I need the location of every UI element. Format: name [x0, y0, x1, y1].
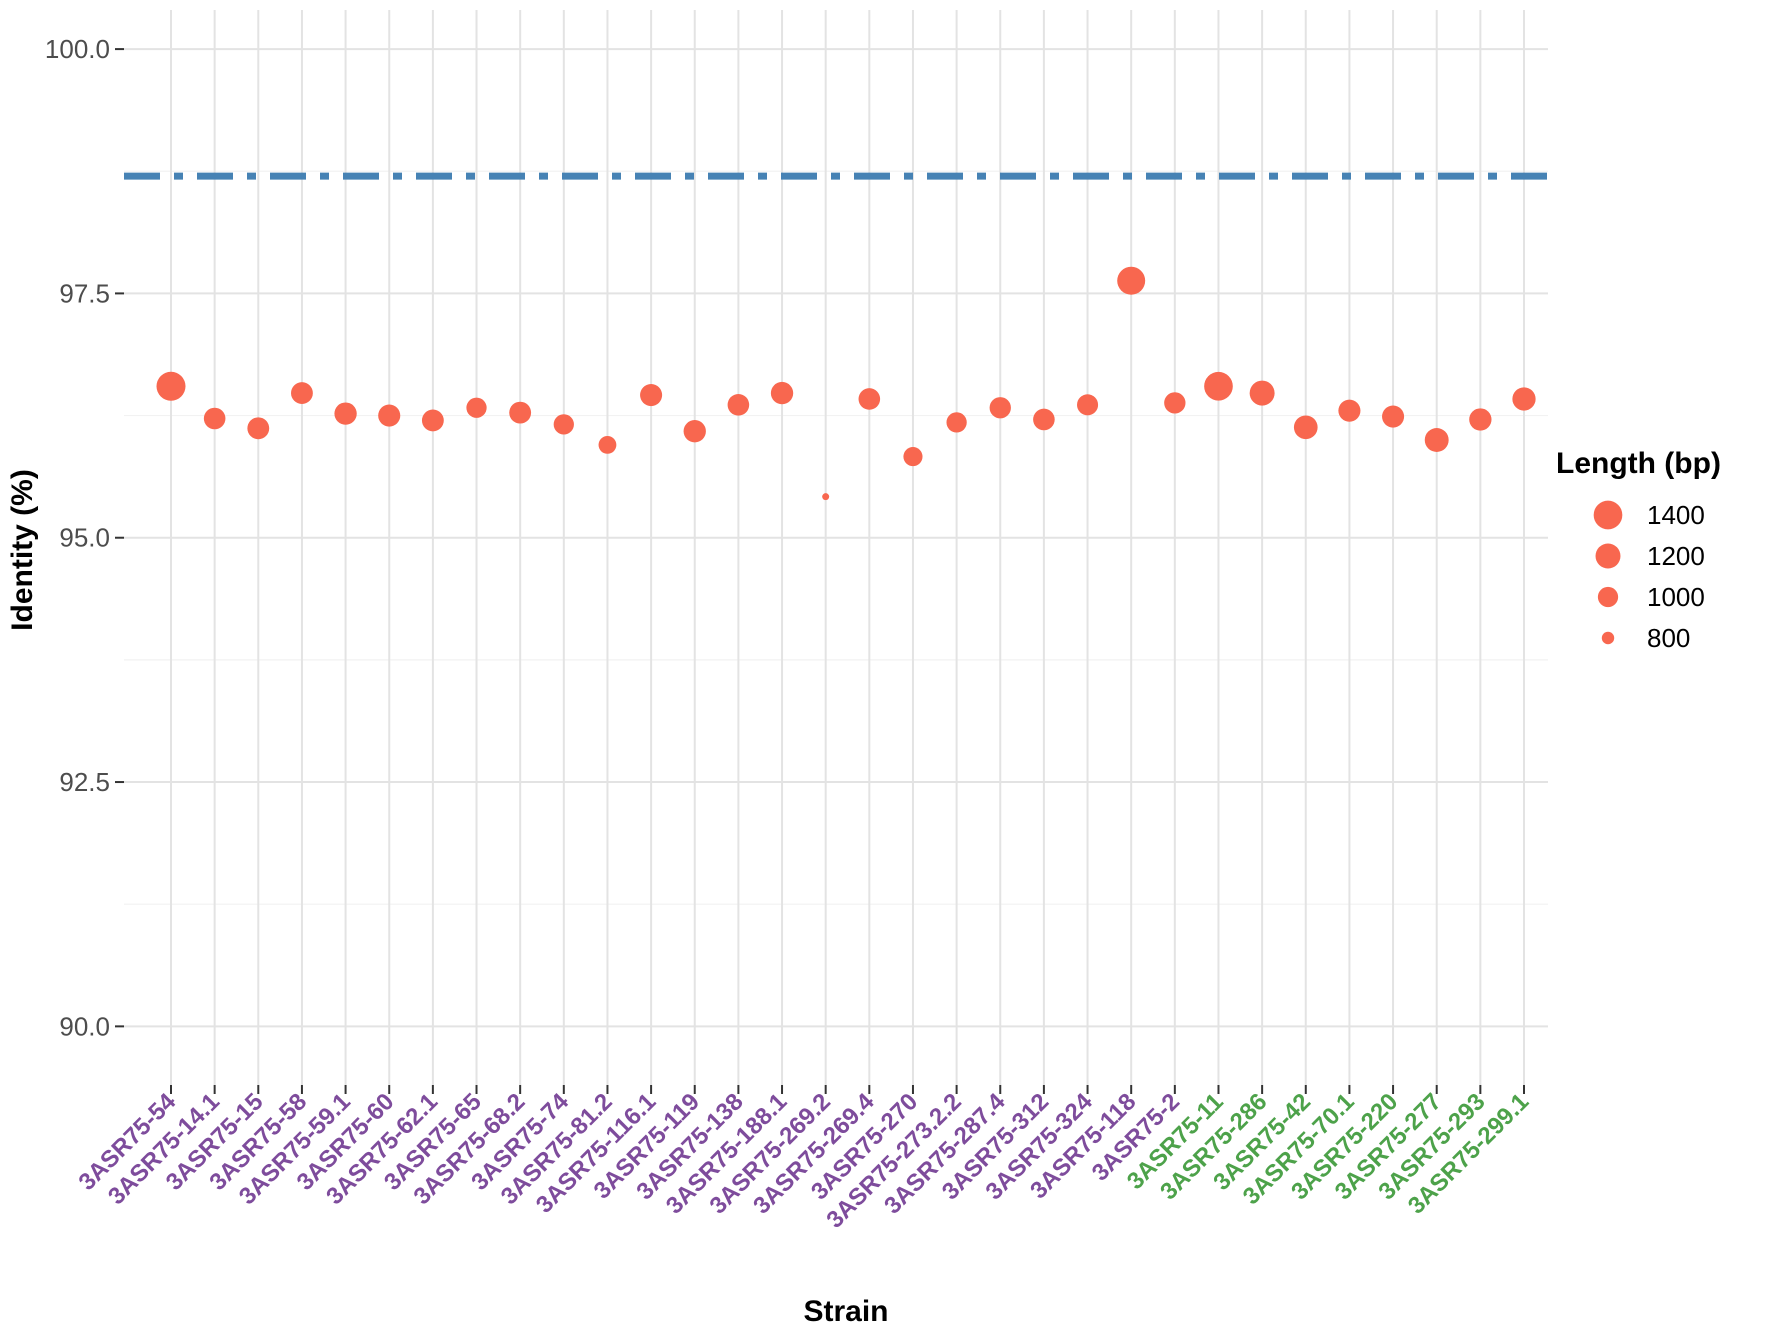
data-point — [858, 388, 881, 410]
data-point — [1033, 408, 1055, 431]
data-point — [1469, 408, 1492, 431]
legend-label: 1200 — [1647, 541, 1705, 571]
x-axis-title: Strain — [803, 1295, 888, 1328]
y-axis-title: Identity (%) — [6, 469, 39, 631]
data-point — [1117, 266, 1146, 295]
data-point — [1249, 380, 1275, 406]
data-point — [156, 371, 186, 401]
data-point — [1338, 399, 1361, 422]
data-point — [822, 493, 830, 501]
legend-label: 800 — [1647, 623, 1690, 653]
data-point — [247, 417, 270, 440]
data-point — [1512, 387, 1536, 411]
grid — [124, 10, 1548, 1085]
data-point — [334, 402, 357, 425]
data-point — [421, 409, 444, 432]
data-point — [203, 407, 226, 430]
data-point — [598, 435, 617, 454]
data-point — [1077, 394, 1099, 416]
legend-key — [1593, 500, 1623, 530]
data-point — [946, 412, 967, 433]
data-point — [291, 382, 313, 405]
data-point — [683, 420, 706, 443]
legend-key — [1601, 631, 1615, 645]
y-tick-label: 92.5 — [59, 767, 110, 797]
y-tick-label: 90.0 — [59, 1011, 110, 1041]
x-axis: 3ASR75-543ASR75-14.13ASR75-153ASR75-583A… — [73, 1085, 1534, 1234]
data-point — [1204, 371, 1233, 401]
data-point — [1164, 392, 1186, 414]
data-point — [640, 384, 663, 407]
y-axis: 90.0 92.5 95.0 97.5 100.0 — [45, 34, 124, 1041]
data-point — [989, 397, 1011, 419]
data-point — [378, 404, 401, 427]
data-point — [553, 414, 574, 435]
legend-label: 1000 — [1647, 582, 1705, 612]
data-point — [1424, 428, 1449, 452]
legend-label: 1400 — [1647, 500, 1705, 530]
size-legend: Length (bp) 1400 1200 1000 800 — [1556, 447, 1721, 653]
data-point — [903, 447, 923, 467]
data-point — [1382, 405, 1405, 428]
y-tick-label: 97.5 — [59, 278, 110, 308]
legend-key — [1595, 543, 1621, 569]
data-point — [509, 401, 532, 424]
y-tick-label: 100.0 — [45, 34, 110, 64]
legend-title: Length (bp) — [1556, 447, 1721, 480]
y-tick-label: 95.0 — [59, 523, 110, 553]
data-point — [466, 397, 487, 418]
points — [156, 266, 1536, 501]
data-point — [727, 394, 750, 416]
data-point — [770, 381, 794, 405]
data-point — [1293, 415, 1318, 440]
legend-key — [1597, 586, 1619, 608]
